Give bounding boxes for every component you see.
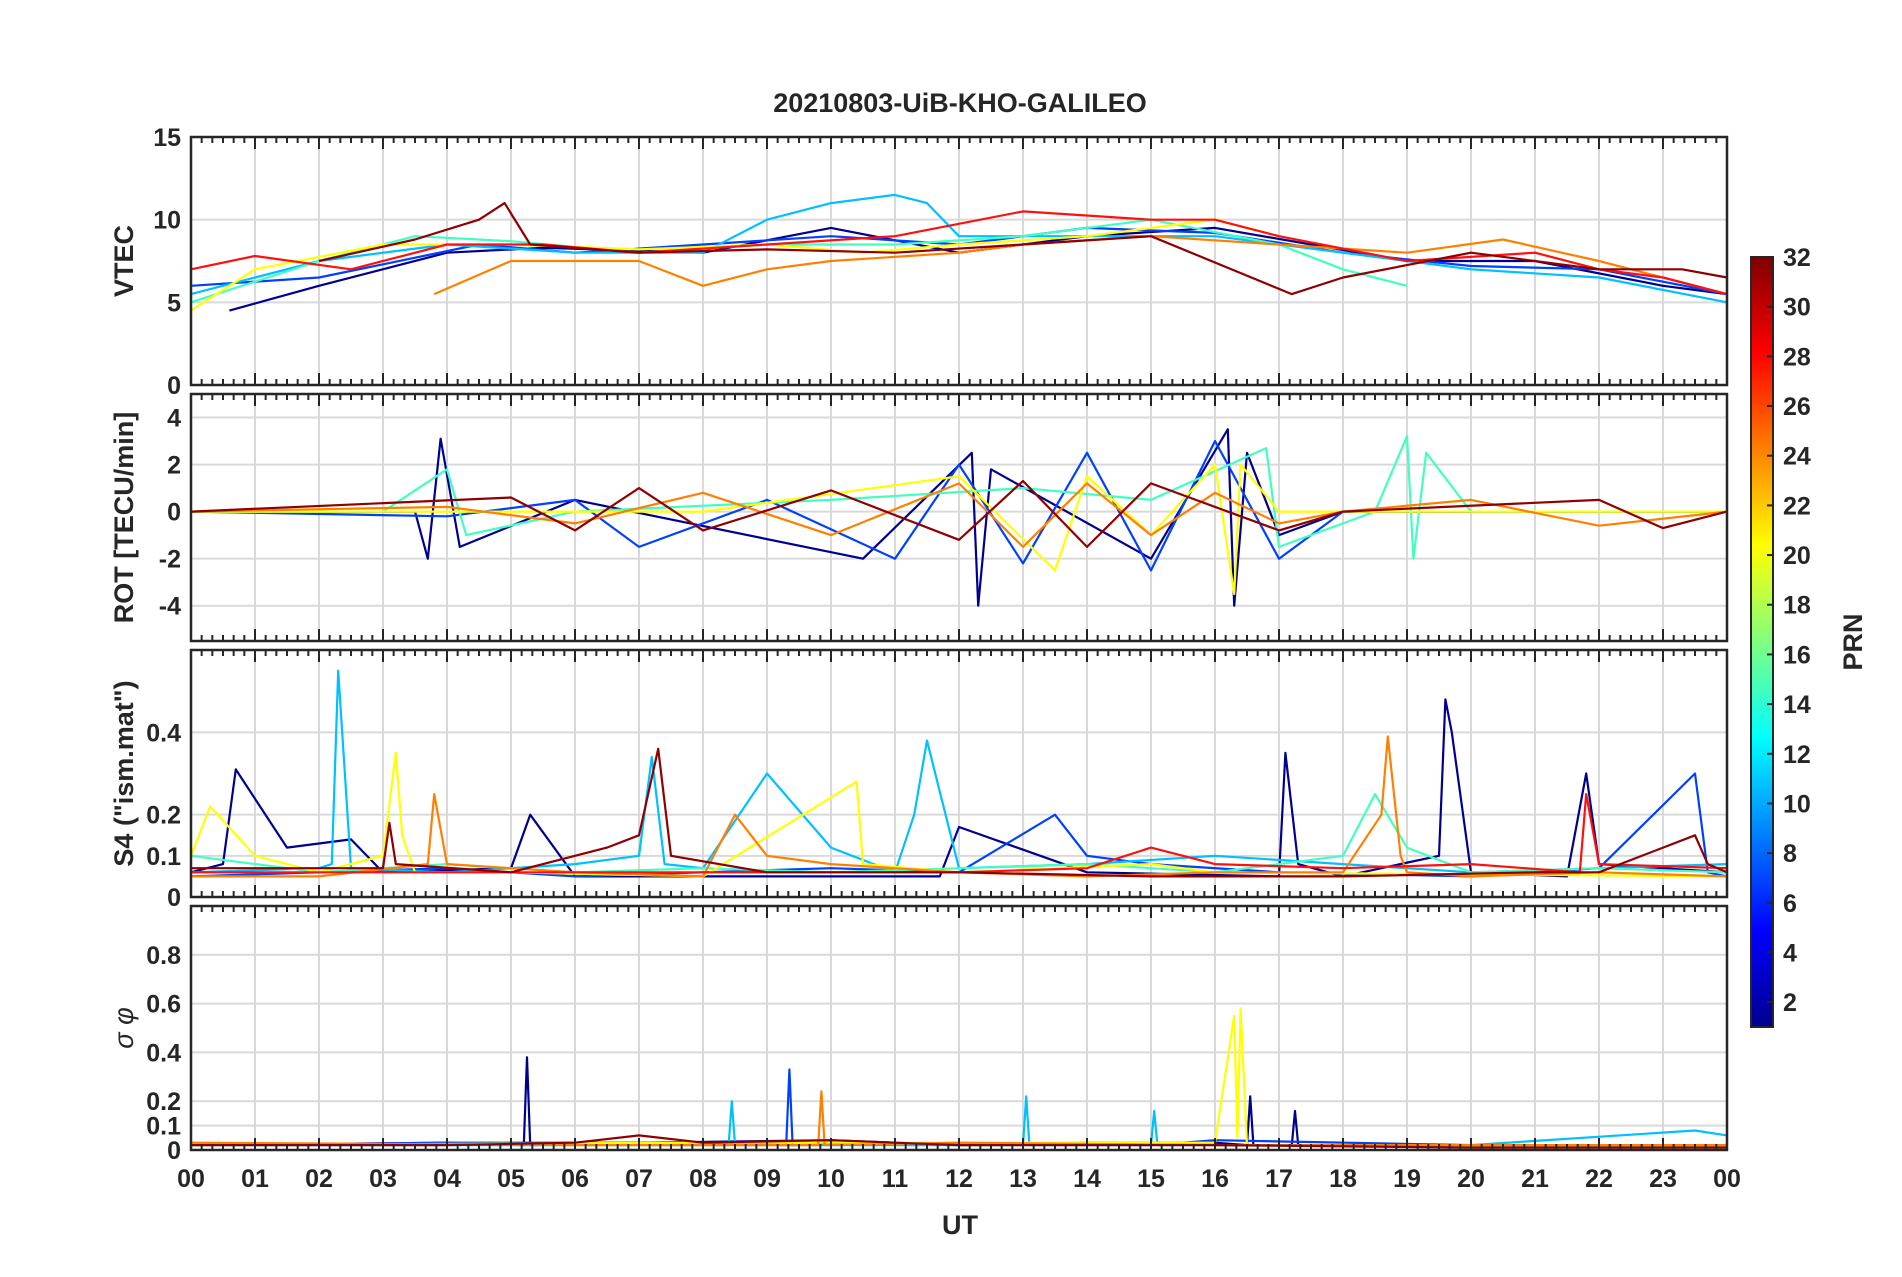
- y-tick-label: -2: [159, 546, 181, 574]
- colorbar-tick-label: 20: [1783, 542, 1811, 570]
- x-tick-label: 23: [1649, 1165, 1677, 1193]
- series-line-7: [190, 210, 1728, 296]
- y-tick-label: 0.4: [146, 1039, 181, 1067]
- colorbar-tick-label: 22: [1783, 492, 1811, 520]
- y-tick-label: 0.2: [146, 1088, 181, 1116]
- x-tick-label: 01: [241, 1165, 269, 1193]
- x-tick-label: 11: [882, 1165, 909, 1193]
- y-tick-label: 0: [167, 499, 181, 527]
- y-tick-label: 0: [167, 884, 181, 912]
- colorbar-tick-label: 16: [1783, 641, 1811, 669]
- colorbar-tick-label: 10: [1783, 790, 1811, 818]
- x-tick-label: 14: [1073, 1165, 1101, 1193]
- y-axis-label: VTEC: [109, 225, 139, 297]
- colorbar-tick-label: 4: [1783, 939, 1797, 967]
- series-line-1: [191, 428, 1727, 607]
- panel-2: -4 -2 0 2 4 ROT [TECU/min]: [109, 392, 1729, 643]
- x-tick-label: 19: [1393, 1165, 1421, 1193]
- series-line-6: [433, 235, 1728, 296]
- y-tick-label: 0: [167, 1137, 181, 1165]
- y-tick-label: 4: [167, 405, 181, 433]
- x-tick-label: 13: [1009, 1165, 1037, 1193]
- x-axis-label: UT: [942, 1210, 978, 1240]
- y-tick-label: 0.1: [146, 1113, 181, 1141]
- x-tick-label: 09: [753, 1165, 781, 1193]
- x-tick-label: 16: [1201, 1165, 1229, 1193]
- x-tick-label: 17: [1265, 1165, 1293, 1193]
- y-tick-label: 0.8: [146, 942, 181, 970]
- x-tick-label: 21: [1521, 1165, 1549, 1193]
- y-tick-label: 0.1: [146, 843, 181, 871]
- y-tick-label: 2: [167, 452, 181, 480]
- colorbar-tick-label: 24: [1783, 443, 1811, 471]
- panel-1: 0 5 10 15 VTEC: [109, 124, 1729, 400]
- x-tick-label: 00: [177, 1165, 205, 1193]
- x-tick-label: 08: [689, 1165, 717, 1193]
- x-tick-label: 20: [1457, 1165, 1485, 1193]
- colorbar-tick-label: 30: [1783, 294, 1811, 322]
- y-tick-label: 0: [167, 372, 181, 400]
- colorbar-tick-label: 32: [1783, 244, 1811, 272]
- y-tick-label: -4: [159, 593, 181, 621]
- y-axis-label: ROT [TECU/min]: [109, 412, 139, 623]
- colorbar-tick-label: 14: [1783, 691, 1811, 719]
- x-tick-label: 03: [369, 1165, 397, 1193]
- x-tick-label: 10: [817, 1165, 845, 1193]
- y-axis-label: σ φ: [109, 1007, 139, 1048]
- x-tick-label: 06: [561, 1165, 589, 1193]
- panel-4: 00.10.2 0.4 0.6 0.8 σ φ: [109, 904, 1729, 1165]
- series-line-8: [191, 747, 1728, 878]
- x-tick-label: 12: [945, 1165, 973, 1193]
- series-line-3: [191, 435, 1727, 560]
- chart-title: 20210803-UiB-KHO-GALILEO: [773, 88, 1147, 118]
- x-tick-label: 18: [1329, 1165, 1357, 1193]
- panel-3: 0 0.1 0.2 0.4S4 ("ism.mat"): [109, 648, 1729, 912]
- colorbar-tick-label: 8: [1783, 840, 1797, 868]
- series-line-5: [190, 482, 1728, 549]
- colorbar-tick-label: 26: [1783, 393, 1811, 421]
- x-tick-label: 04: [433, 1165, 461, 1193]
- y-tick-label: 0.2: [146, 802, 181, 830]
- colorbar-tick-label: 2: [1783, 989, 1797, 1017]
- x-tick-label: 07: [625, 1165, 653, 1193]
- series-line-3: [190, 669, 1728, 874]
- y-tick-label: 0.4: [146, 719, 181, 747]
- y-tick-label: 0.6: [146, 991, 181, 1019]
- colorbar-scale: [1750, 256, 1774, 1028]
- series-line-4: [190, 218, 1408, 304]
- colorbar-tick-label: 28: [1783, 343, 1811, 371]
- series-line-6: [190, 479, 1728, 549]
- x-tick-label: 02: [305, 1165, 333, 1193]
- y-tick-label: 5: [167, 289, 181, 317]
- colorbar-tick-label: 12: [1783, 741, 1811, 769]
- series-line-7: [191, 792, 1728, 874]
- x-tick-label: 05: [497, 1165, 525, 1193]
- x-tick-label: 00: [1713, 1165, 1741, 1193]
- colorbar-label: PRN: [1838, 613, 1868, 670]
- x-tick-label: 22: [1585, 1165, 1613, 1193]
- x-tick-label: 15: [1137, 1165, 1165, 1193]
- y-axis-label: S4 ("ism.mat"): [109, 680, 139, 866]
- colorbar-tick-label: 6: [1783, 890, 1797, 918]
- y-tick-label: 15: [153, 124, 181, 152]
- colorbar-tick-label: 18: [1783, 592, 1811, 620]
- series-line-8: [318, 202, 1728, 296]
- y-tick-label: 10: [153, 207, 181, 235]
